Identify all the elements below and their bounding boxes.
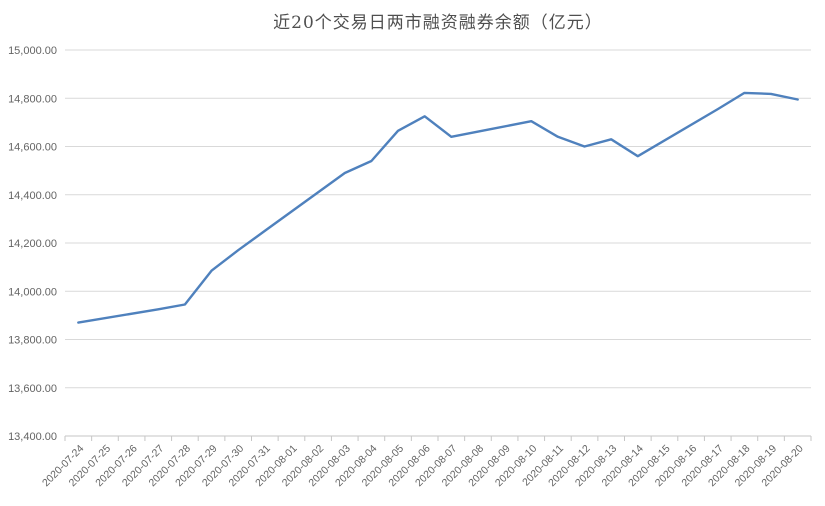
y-axis-tick-label: 14,400.00 [8,190,57,202]
y-axis-tick-label: 14,000.00 [8,286,57,298]
chart-title: 近20个交易日两市融资融券余额（亿元） [273,13,603,33]
y-axis-tick-label: 14,600.00 [8,142,57,154]
y-axis-tick-label: 13,800.00 [8,335,57,347]
margin-balance-series-line [77,91,799,324]
y-axis-tick-label: 13,600.00 [8,383,57,395]
y-axis-tick-label: 15,000.00 [8,45,57,57]
y-axis-tick-label: 14,800.00 [8,93,57,105]
y-axis-tick-label: 13,400.00 [8,431,57,443]
y-axis-tick-label: 14,200.00 [8,238,57,250]
